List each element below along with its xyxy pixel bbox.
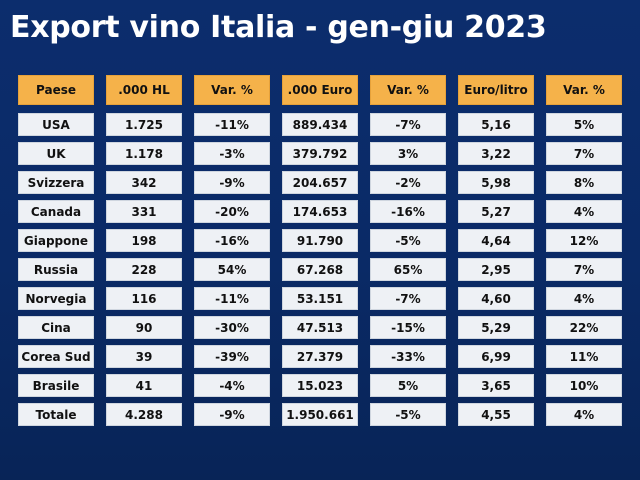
cell-hl: 90 — [106, 316, 182, 339]
cell-var-hl: 54% — [194, 258, 270, 281]
cell-paese: Totale — [18, 403, 94, 426]
cell-euro-litro: 2,95 — [458, 258, 534, 281]
cell-paese: UK — [18, 142, 94, 165]
cell-var-euro-litro: 4% — [546, 200, 622, 223]
cell-euro: 27.379 — [282, 345, 358, 368]
cell-paese: Brasile — [18, 374, 94, 397]
cell-euro: 15.023 — [282, 374, 358, 397]
cell-var-hl: -39% — [194, 345, 270, 368]
cell-euro-litro: 5,98 — [458, 171, 534, 194]
cell-hl: 39 — [106, 345, 182, 368]
cell-var-hl: -9% — [194, 171, 270, 194]
cell-euro-litro: 5,29 — [458, 316, 534, 339]
cell-euro-litro: 5,16 — [458, 113, 534, 136]
cell-var-hl: -11% — [194, 287, 270, 310]
cell-euro: 47.513 — [282, 316, 358, 339]
page-title: Export vino Italia - gen-giu 2023 — [10, 10, 547, 45]
cell-var-euro: -7% — [370, 113, 446, 136]
cell-var-euro-litro: 7% — [546, 258, 622, 281]
cell-euro: 889.434 — [282, 113, 358, 136]
cell-paese: Giappone — [18, 229, 94, 252]
cell-paese: USA — [18, 113, 94, 136]
header-cell-paese: Paese — [18, 75, 94, 105]
cell-euro: 53.151 — [282, 287, 358, 310]
cell-var-euro: -7% — [370, 287, 446, 310]
cell-var-hl: -3% — [194, 142, 270, 165]
cell-euro-litro: 6,99 — [458, 345, 534, 368]
cell-var-euro-litro: 12% — [546, 229, 622, 252]
cell-var-euro: -5% — [370, 403, 446, 426]
cell-var-hl: -9% — [194, 403, 270, 426]
cell-var-euro-litro: 7% — [546, 142, 622, 165]
cell-var-euro: -5% — [370, 229, 446, 252]
header-cell-var-hl: Var. % — [194, 75, 270, 105]
cell-euro: 174.653 — [282, 200, 358, 223]
cell-var-euro: -15% — [370, 316, 446, 339]
cell-var-hl: -16% — [194, 229, 270, 252]
cell-var-hl: -4% — [194, 374, 270, 397]
cell-euro: 379.792 — [282, 142, 358, 165]
cell-hl: 116 — [106, 287, 182, 310]
cell-hl: 198 — [106, 229, 182, 252]
cell-var-euro-litro: 4% — [546, 287, 622, 310]
cell-hl: 1.725 — [106, 113, 182, 136]
cell-var-euro: -16% — [370, 200, 446, 223]
cell-euro: 67.268 — [282, 258, 358, 281]
cell-euro-litro: 3,22 — [458, 142, 534, 165]
header-cell-var-euro-litro: Var. % — [546, 75, 622, 105]
cell-euro-litro: 4,55 — [458, 403, 534, 426]
cell-hl: 41 — [106, 374, 182, 397]
cell-hl: 4.288 — [106, 403, 182, 426]
cell-var-euro-litro: 10% — [546, 374, 622, 397]
cell-euro: 1.950.661 — [282, 403, 358, 426]
cell-var-euro-litro: 11% — [546, 345, 622, 368]
cell-var-euro-litro: 22% — [546, 316, 622, 339]
cell-euro-litro: 4,60 — [458, 287, 534, 310]
header-cell-var-euro: Var. % — [370, 75, 446, 105]
header-cell-euro: .000 Euro — [282, 75, 358, 105]
cell-euro: 204.657 — [282, 171, 358, 194]
cell-euro-litro: 5,27 — [458, 200, 534, 223]
cell-var-hl: -30% — [194, 316, 270, 339]
cell-paese: Svizzera — [18, 171, 94, 194]
cell-paese: Cina — [18, 316, 94, 339]
cell-var-euro: 5% — [370, 374, 446, 397]
cell-paese: Russia — [18, 258, 94, 281]
header-cell-hl: .000 HL — [106, 75, 182, 105]
cell-hl: 1.178 — [106, 142, 182, 165]
header-cell-euro-litro: Euro/litro — [458, 75, 534, 105]
cell-hl: 331 — [106, 200, 182, 223]
cell-var-euro: -33% — [370, 345, 446, 368]
cell-euro: 91.790 — [282, 229, 358, 252]
export-table: Paese .000 HL Var. % .000 Euro Var. % Eu… — [18, 75, 626, 432]
cell-euro-litro: 4,64 — [458, 229, 534, 252]
cell-var-euro: 3% — [370, 142, 446, 165]
cell-var-hl: -11% — [194, 113, 270, 136]
cell-var-euro: -2% — [370, 171, 446, 194]
cell-paese: Canada — [18, 200, 94, 223]
cell-hl: 342 — [106, 171, 182, 194]
cell-var-euro-litro: 8% — [546, 171, 622, 194]
cell-var-euro-litro: 5% — [546, 113, 622, 136]
cell-hl: 228 — [106, 258, 182, 281]
cell-paese: Corea Sud — [18, 345, 94, 368]
cell-var-euro: 65% — [370, 258, 446, 281]
cell-euro-litro: 3,65 — [458, 374, 534, 397]
cell-var-hl: -20% — [194, 200, 270, 223]
cell-paese: Norvegia — [18, 287, 94, 310]
cell-var-euro-litro: 4% — [546, 403, 622, 426]
